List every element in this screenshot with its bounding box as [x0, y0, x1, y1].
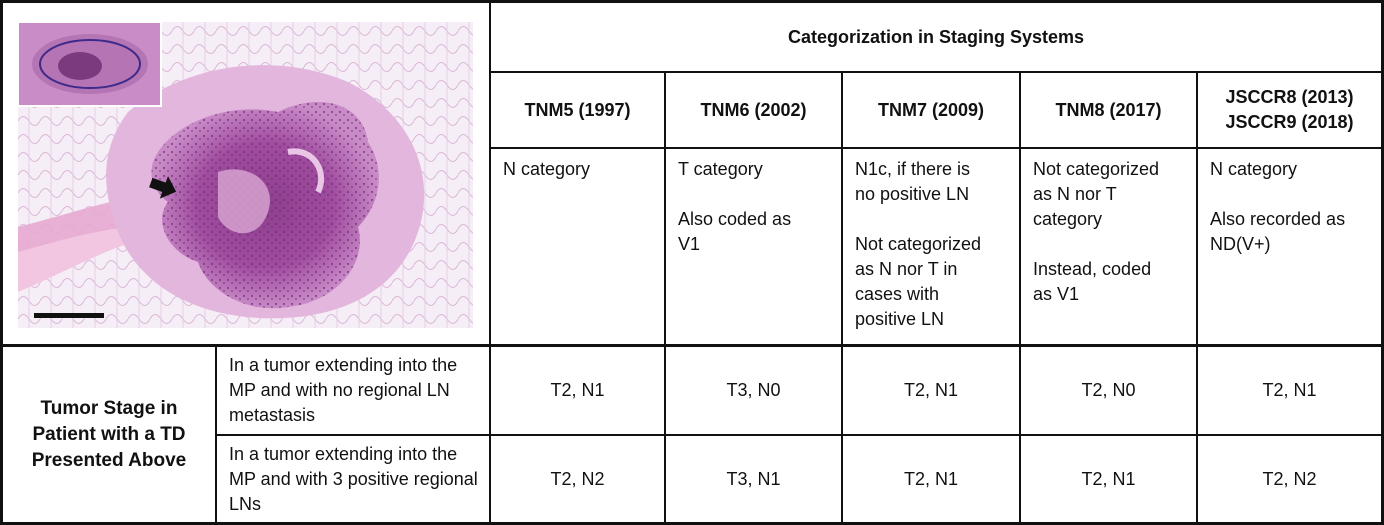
- categorization-cell: N category Also recorded as ND(V+): [1210, 159, 1346, 254]
- categorization-cell: T category Also coded as V1: [678, 159, 792, 254]
- histology-image: [18, 22, 473, 328]
- categorization-cell: Not categorized as N nor T category Inst…: [1033, 159, 1160, 304]
- stage-value: T2, N1: [903, 468, 959, 489]
- table-title: Categorization in Staging Systems: [787, 26, 1085, 47]
- column-header: TNM6 (2002): [700, 99, 807, 120]
- stage-value: T2, N2: [550, 468, 605, 489]
- column-header: JSCCR8 (2013) JSCCR9 (2018): [1225, 87, 1354, 132]
- scenario-label: In a tumor extending into the MP and wit…: [229, 443, 478, 514]
- stage-value: T2, N1: [550, 380, 605, 400]
- column-header: TNM8 (2017): [1055, 99, 1162, 120]
- categorization-cell: N category: [503, 159, 591, 179]
- stage-value: T2, N1: [1262, 380, 1317, 400]
- stage-value: T2, N2: [1262, 468, 1317, 489]
- histology-svg: [18, 22, 473, 328]
- scale-bar: [34, 313, 104, 318]
- arrow-right-icon: [149, 176, 177, 199]
- stage-label: Tumor Stage in Patient with a TD Present…: [31, 397, 187, 471]
- stage-value: T2, N1: [903, 380, 959, 400]
- stage-value: T3, N1: [726, 468, 781, 489]
- scenario-label: In a tumor extending into the MP and wit…: [229, 355, 458, 425]
- column-header: TNM7 (2009): [877, 99, 985, 120]
- stage-value: T2, N0: [1081, 380, 1136, 400]
- categorization-cell: N1c, if there is no positive LN Not cate…: [855, 159, 982, 329]
- stage-value: T3, N0: [726, 380, 781, 400]
- stage-value: T2, N1: [1081, 468, 1136, 489]
- column-header: TNM5 (1997): [524, 99, 631, 120]
